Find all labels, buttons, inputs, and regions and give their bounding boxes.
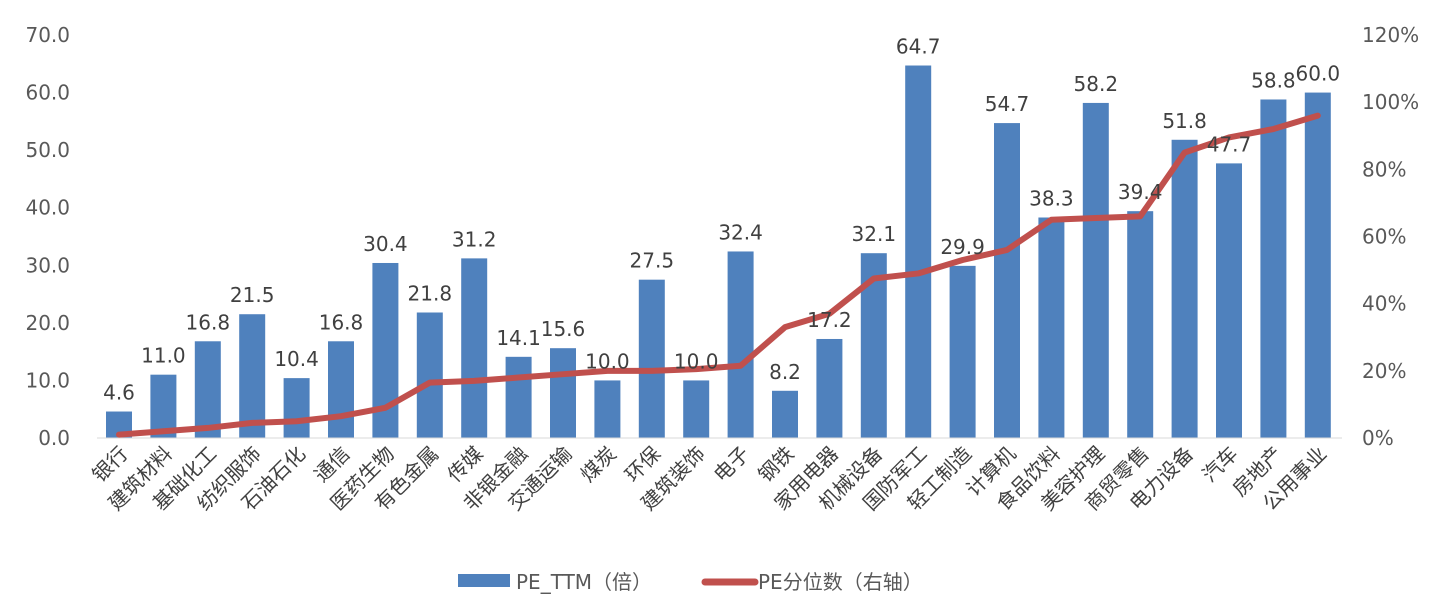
bar <box>905 65 932 439</box>
data-label: 21.8 <box>408 281 453 305</box>
left-tick-label: 60.0 <box>25 81 70 105</box>
data-label: 21.5 <box>230 283 275 307</box>
data-labels: 4.611.016.821.510.416.830.421.831.214.1 1… <box>103 35 1340 405</box>
legend: PE_TTM（倍） PE分位数（右轴） <box>458 570 923 594</box>
bar <box>550 348 576 438</box>
bar <box>150 374 177 438</box>
right-axis: 0% 20% 40% 60% 80% 100% 120% <box>1362 23 1419 450</box>
data-label: 11.0 <box>141 344 186 368</box>
data-label: 10.4 <box>274 347 319 371</box>
data-label: 32.4 <box>718 220 763 244</box>
data-label: 58.8 <box>1251 68 1296 92</box>
data-label: 4.6 <box>103 381 135 405</box>
legend-label-pe-percentile: PE分位数（右轴） <box>758 570 923 594</box>
left-tick-label: 50.0 <box>25 138 70 162</box>
category-label: 煤炭 <box>576 442 621 487</box>
bar <box>505 356 532 438</box>
data-label: 60.0 <box>1296 62 1341 86</box>
data-label: 16.8 <box>186 310 231 334</box>
bar <box>683 380 710 438</box>
bar <box>1038 217 1065 438</box>
bar <box>727 251 754 438</box>
data-label: 32.1 <box>852 222 897 246</box>
bar <box>1082 102 1109 438</box>
right-tick-label: 40% <box>1362 292 1406 316</box>
bar <box>994 123 1020 438</box>
bar <box>816 338 843 438</box>
bar <box>461 258 488 438</box>
data-label: 16.8 <box>319 310 364 334</box>
left-axis: 0.0 10.0 20.0 30.0 40.0 50.0 60.0 70.0 <box>25 23 70 450</box>
data-label: 30.4 <box>363 232 408 256</box>
left-tick-label: 40.0 <box>25 196 70 220</box>
percentile-line <box>116 112 1321 438</box>
right-tick-label: 0% <box>1362 426 1394 450</box>
left-tick-label: 70.0 <box>25 23 70 47</box>
data-label: 31.2 <box>452 227 497 251</box>
data-label: 15.6 <box>541 317 586 341</box>
legend-swatch-pe-ttm <box>458 574 510 587</box>
legend-label-pe-ttm: PE_TTM（倍） <box>516 570 652 594</box>
line-series <box>116 112 1321 438</box>
right-tick-label: 120% <box>1362 23 1419 47</box>
left-tick-label: 20.0 <box>25 311 70 335</box>
data-label: 14.1 <box>496 326 541 350</box>
data-label: 17.2 <box>807 308 852 332</box>
left-tick-label: 10.0 <box>25 368 70 392</box>
right-tick-label: 80% <box>1362 157 1406 181</box>
category-label: 电子 <box>709 442 754 487</box>
bar <box>1171 139 1198 438</box>
data-label: 38.3 <box>1029 187 1074 211</box>
bar <box>416 312 443 438</box>
bar <box>1216 163 1242 439</box>
data-label: 29.9 <box>940 235 985 259</box>
data-label: 58.2 <box>1074 72 1119 96</box>
bar <box>1304 92 1331 439</box>
data-label: 51.8 <box>1162 109 1207 133</box>
bar <box>594 380 621 438</box>
right-tick-label: 100% <box>1362 90 1419 114</box>
data-label: 47.7 <box>1207 132 1252 156</box>
bar <box>194 341 221 438</box>
data-label: 54.7 <box>985 92 1030 116</box>
bar <box>772 390 798 438</box>
bar <box>328 341 354 438</box>
data-label: 10.0 <box>585 349 630 373</box>
bar <box>283 378 310 438</box>
bar <box>638 279 665 438</box>
data-label: 8.2 <box>769 360 801 384</box>
left-tick-label: 0.0 <box>38 426 70 450</box>
bar <box>949 265 976 438</box>
bar-series <box>106 65 1331 439</box>
left-tick-label: 30.0 <box>25 253 70 277</box>
data-label: 10.0 <box>674 349 719 373</box>
data-label: 39.4 <box>1118 180 1163 204</box>
bar <box>1127 211 1154 438</box>
right-tick-label: 60% <box>1362 225 1406 249</box>
data-label: 27.5 <box>630 249 675 273</box>
right-tick-label: 20% <box>1362 359 1406 383</box>
data-label: 64.7 <box>896 35 941 59</box>
bar <box>239 314 266 438</box>
bar <box>1260 99 1287 438</box>
